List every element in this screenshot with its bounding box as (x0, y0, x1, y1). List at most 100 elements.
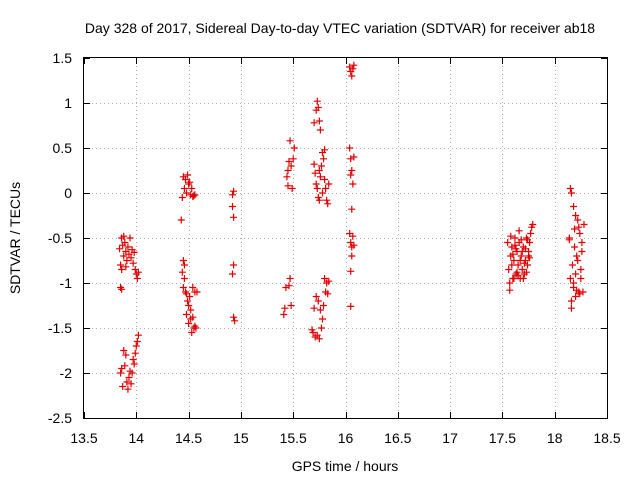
data-point (313, 331, 321, 339)
data-point (512, 245, 520, 253)
data-point (119, 383, 127, 390)
data-point (131, 349, 139, 357)
data-point (321, 176, 329, 183)
data-point (230, 187, 238, 195)
data-point (572, 212, 580, 219)
data-point (134, 331, 142, 339)
data-point (518, 266, 526, 273)
data-point (181, 176, 189, 183)
data-point (321, 275, 329, 282)
data-point (312, 293, 320, 300)
data-point (310, 304, 318, 312)
data-point (317, 162, 325, 170)
data-point (529, 221, 537, 228)
data-point (288, 185, 296, 192)
data-point (289, 155, 297, 163)
y-tick-label: -2 (60, 365, 73, 381)
data-point (122, 263, 130, 271)
data-point (178, 194, 186, 201)
data-point (193, 288, 201, 296)
data-point (117, 261, 125, 269)
data-point (322, 185, 330, 192)
data-point (578, 239, 586, 246)
data-point (527, 230, 535, 237)
data-point (575, 223, 583, 231)
y-tick-label: -0.5 (48, 230, 72, 246)
data-point (315, 196, 323, 204)
data-point (184, 171, 192, 179)
data-point (188, 329, 196, 336)
x-tick-label: 15.5 (280, 430, 307, 446)
data-point (315, 335, 323, 343)
data-point (515, 227, 523, 235)
x-tick-label: 18.5 (593, 430, 620, 446)
data-point (117, 369, 125, 377)
data-point (511, 241, 519, 249)
data-point (185, 180, 193, 188)
data-point (568, 261, 576, 269)
data-point (121, 239, 129, 246)
data-point (134, 268, 142, 276)
data-point (180, 185, 188, 192)
data-point (506, 286, 514, 294)
data-point (317, 324, 325, 332)
data-point (187, 306, 195, 314)
data-point (123, 257, 131, 264)
data-point (118, 285, 126, 293)
x-tick-label: 14 (129, 430, 145, 446)
data-point (579, 288, 587, 296)
data-point (566, 275, 574, 282)
data-point (183, 189, 191, 197)
data-point (285, 158, 293, 165)
data-point (517, 236, 525, 244)
data-point (565, 236, 573, 244)
data-point (576, 290, 584, 298)
data-point (185, 320, 193, 327)
data-point (179, 257, 187, 264)
data-point (324, 200, 332, 208)
data-point (573, 252, 581, 260)
data-point (183, 311, 191, 318)
data-point (571, 243, 579, 251)
data-point (280, 311, 288, 318)
data-point (120, 252, 128, 260)
data-point (311, 169, 319, 177)
y-tick-label: -1.5 (48, 320, 72, 336)
data-point (127, 380, 135, 388)
data-point (179, 284, 187, 291)
data-point (125, 374, 133, 381)
data-point (324, 290, 332, 298)
data-point (189, 313, 197, 321)
data-point (120, 232, 128, 240)
data-point (510, 257, 518, 264)
data-point (229, 203, 237, 210)
data-point (572, 293, 580, 300)
data-point (566, 185, 574, 192)
data-point (567, 189, 575, 197)
data-point (286, 275, 294, 282)
data-point (314, 297, 322, 305)
data-point (116, 245, 124, 253)
data-point (349, 232, 357, 240)
data-point (350, 241, 358, 249)
data-point (126, 234, 134, 242)
x-tick-label: 13.5 (70, 430, 97, 446)
data-point (118, 266, 126, 273)
y-tick-label: -2.5 (48, 410, 72, 426)
data-point (570, 279, 578, 287)
data-point (229, 191, 237, 199)
data-point (511, 234, 519, 242)
data-point (128, 369, 136, 377)
data-point (577, 266, 585, 273)
data-point (178, 268, 186, 276)
data-point (313, 97, 321, 105)
data-point (348, 167, 356, 174)
data-point (191, 191, 199, 199)
data-point (310, 119, 318, 127)
data-point (284, 167, 292, 174)
data-point (190, 192, 198, 200)
data-point (124, 385, 132, 393)
data-point (346, 63, 354, 71)
x-axis-label: GPS time / hours (292, 458, 399, 474)
